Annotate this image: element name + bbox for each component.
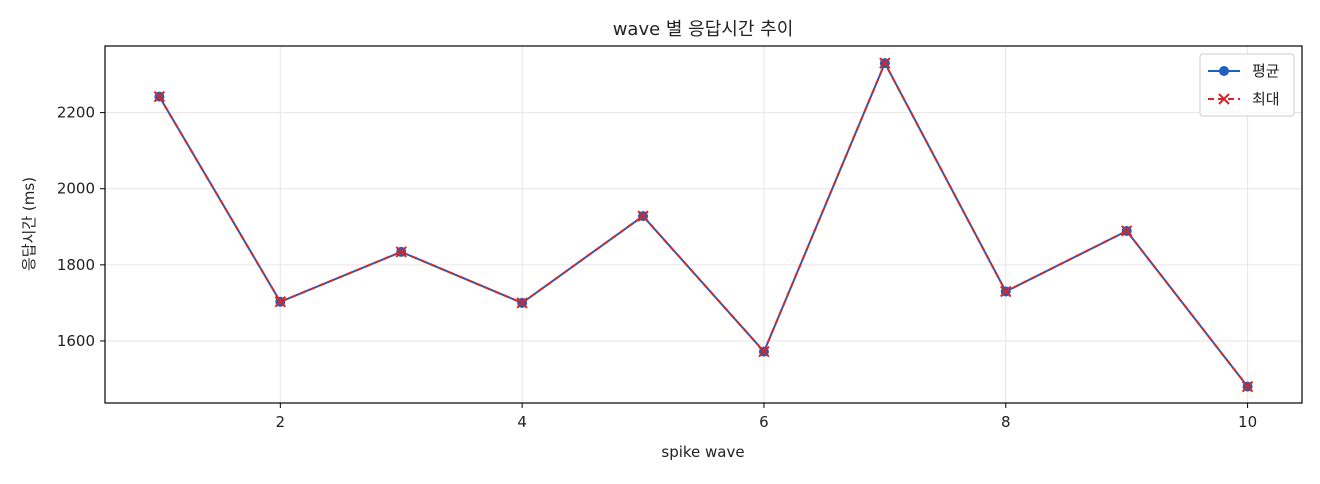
series-layer: [153, 57, 1254, 393]
legend-label-max: 최대: [1252, 90, 1280, 108]
chart-title: wave 별 응답시간 추이: [613, 19, 794, 40]
marker-stroke: [153, 90, 166, 103]
x-axis-label: spike wave: [661, 443, 744, 461]
legend-marker-avg: [1219, 66, 1229, 76]
y-tick-label: 2000: [57, 180, 95, 198]
data-point-marker: [879, 57, 891, 69]
data-point-marker: [637, 210, 649, 222]
marker-stroke: [516, 297, 528, 309]
marker-stroke: [758, 345, 770, 358]
series-max: [153, 57, 1254, 393]
x-tick-label: 8: [1001, 413, 1011, 431]
data-point-marker: [395, 246, 407, 258]
x-tick-label: 4: [517, 413, 527, 431]
legend: 평균 최대: [1199, 53, 1295, 117]
y-tick-label: 2200: [57, 104, 95, 122]
legend-label-avg: 평균: [1252, 62, 1280, 80]
data-point-marker: [153, 90, 166, 103]
series-line: [158, 62, 1249, 388]
grid-lines: [105, 46, 1302, 403]
marker-stroke: [1241, 380, 1254, 393]
marker-stroke: [1120, 225, 1133, 237]
data-point-marker: [274, 296, 287, 308]
data-point-marker: [1241, 380, 1254, 393]
data-point-marker: [1120, 225, 1133, 237]
x-tick-label: 6: [759, 413, 769, 431]
plot-area-frame: [104, 45, 1303, 404]
x-tick-label: 2: [276, 413, 286, 431]
marker-stroke: [1000, 285, 1012, 298]
x-tick-label: 10: [1238, 413, 1257, 431]
axis-ticks: 2 4 6 8 10 1600 1800 2000 2200: [57, 104, 1257, 431]
legend-box: [1199, 53, 1295, 117]
y-axis-label: 응답시간 (ms): [20, 177, 38, 271]
marker-stroke: [274, 296, 287, 308]
data-point-marker: [1000, 285, 1012, 298]
marker-stroke: [879, 57, 891, 69]
marker-stroke: [395, 246, 407, 258]
marker-stroke: [637, 210, 649, 222]
y-tick-label: 1600: [57, 332, 95, 350]
data-point-marker: [516, 297, 528, 309]
data-point-marker: [758, 345, 770, 358]
y-tick-label: 1800: [57, 256, 95, 274]
legend-marker-max: [1218, 93, 1230, 105]
